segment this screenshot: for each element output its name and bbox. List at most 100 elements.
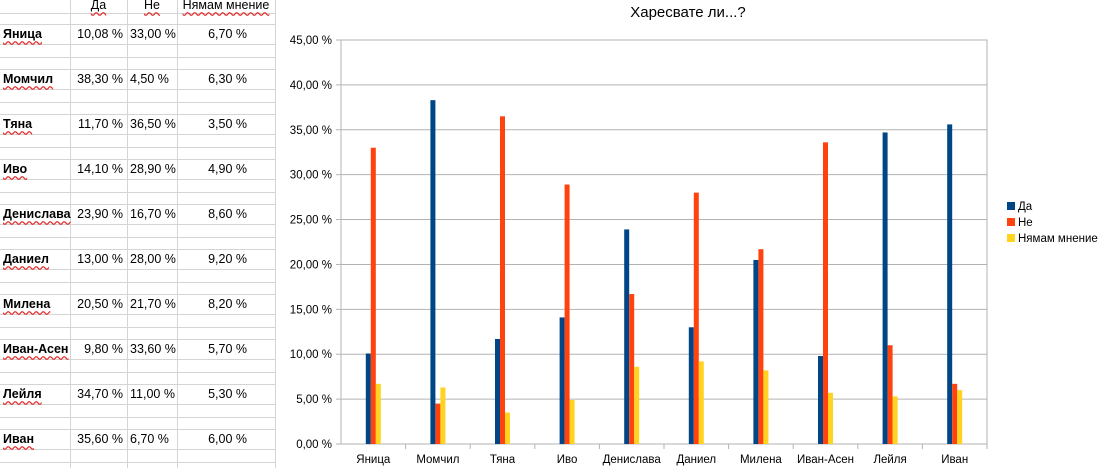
row-name[interactable]: Яница bbox=[3, 27, 43, 41]
cell-da[interactable]: 20,50 % bbox=[77, 297, 123, 311]
bar bbox=[887, 345, 893, 444]
row-gridline bbox=[0, 224, 276, 225]
bar bbox=[952, 383, 958, 444]
row-name[interactable]: Лейля bbox=[3, 387, 42, 401]
header-ne[interactable]: Не bbox=[144, 0, 160, 12]
column-gridline bbox=[70, 0, 71, 468]
x-tick-label: Тяна bbox=[490, 454, 516, 466]
cell-da[interactable]: 14,10 % bbox=[77, 162, 123, 176]
row-gridline bbox=[0, 192, 276, 193]
row-name[interactable]: Иван bbox=[3, 432, 35, 446]
cell-nyamam-mnenie[interactable]: 3,50 % bbox=[208, 117, 247, 131]
bar bbox=[947, 124, 953, 444]
cell-ne[interactable]: 36,50 % bbox=[130, 117, 176, 131]
row-name[interactable]: Денислава bbox=[3, 207, 71, 221]
cell-nyamam-mnenie[interactable]: 4,90 % bbox=[208, 162, 247, 176]
bar-chart: Харесвате ли...? 0,00 % 5,00 % 10,00 % 15,0… bbox=[290, 4, 1098, 466]
cell-da[interactable]: 23,90 % bbox=[77, 207, 123, 221]
row-gridline bbox=[0, 359, 276, 360]
y-tick-label: 25,00 % bbox=[290, 215, 332, 227]
cell-nyamam-mnenie[interactable]: 9,20 % bbox=[208, 252, 247, 266]
cell-ne[interactable]: 33,60 % bbox=[130, 342, 176, 356]
row-gridline bbox=[0, 13, 276, 14]
cell-nyamam-mnenie[interactable]: 6,70 % bbox=[208, 27, 247, 41]
row-gridline bbox=[0, 429, 276, 430]
bar bbox=[882, 132, 888, 444]
row-gridline bbox=[0, 327, 276, 328]
bar bbox=[500, 116, 505, 445]
y-tick-label: 35,00 % bbox=[290, 125, 332, 137]
bar bbox=[365, 353, 371, 444]
bar bbox=[823, 142, 828, 444]
cell-nyamam-mnenie[interactable]: 8,20 % bbox=[208, 297, 247, 311]
row-gridline bbox=[0, 159, 276, 160]
y-tick-label: 15,00 % bbox=[290, 304, 332, 316]
cell-nyamam-mnenie[interactable]: 5,30 % bbox=[208, 387, 247, 401]
cell-nyamam-mnenie[interactable]: 8,60 % bbox=[208, 207, 247, 221]
cell-da[interactable]: 35,60 % bbox=[77, 432, 123, 446]
bar bbox=[688, 327, 694, 444]
bar bbox=[569, 400, 575, 444]
x-tick-label: Лейля bbox=[873, 454, 906, 466]
cell-ne[interactable]: 16,70 % bbox=[130, 207, 176, 221]
row-gridline bbox=[0, 147, 276, 148]
row-name[interactable]: Тяна bbox=[3, 117, 33, 131]
x-tick-label: Даниел bbox=[676, 454, 716, 466]
row-name[interactable]: Момчил bbox=[3, 72, 54, 86]
row-gridline bbox=[0, 134, 276, 135]
cell-nyamam-mnenie[interactable]: 6,00 % bbox=[208, 432, 247, 446]
bar bbox=[957, 390, 963, 444]
legend-swatch bbox=[1007, 202, 1015, 210]
row-name[interactable]: Милена bbox=[3, 297, 51, 311]
bar bbox=[763, 370, 769, 444]
bar bbox=[693, 192, 699, 444]
cell-ne[interactable]: 28,00 % bbox=[130, 252, 176, 266]
legend-label: Да bbox=[1018, 201, 1033, 213]
bar bbox=[564, 184, 570, 444]
row-name[interactable]: Иван-Асен bbox=[3, 342, 69, 356]
row-gridline bbox=[0, 404, 276, 405]
row-gridline bbox=[0, 102, 276, 103]
bar bbox=[818, 356, 823, 444]
row-gridline bbox=[0, 179, 276, 180]
bar bbox=[495, 338, 500, 444]
row-gridline bbox=[0, 24, 276, 25]
cell-ne[interactable]: 11,00 % bbox=[130, 387, 175, 401]
cell-nyamam-mnenie[interactable]: 5,70 % bbox=[208, 342, 247, 356]
bar bbox=[505, 412, 510, 444]
column-gridline bbox=[177, 0, 178, 468]
row-gridline bbox=[0, 417, 276, 418]
cell-da[interactable]: 38,30 % bbox=[77, 72, 123, 86]
bar bbox=[624, 229, 630, 444]
cell-ne[interactable]: 4,50 % bbox=[130, 72, 169, 86]
row-gridline bbox=[0, 89, 276, 90]
cell-da[interactable]: 10,08 % bbox=[77, 27, 123, 41]
header-nyamam-mnenie[interactable]: Нямам мнение bbox=[182, 0, 270, 12]
cell-da[interactable]: 11,70 % bbox=[78, 117, 123, 131]
row-gridline bbox=[0, 282, 276, 283]
row-gridline bbox=[0, 384, 276, 385]
row-name[interactable]: Иво bbox=[3, 162, 28, 176]
bar bbox=[440, 387, 446, 444]
y-tick-label: 20,00 % bbox=[290, 259, 332, 271]
cell-ne[interactable]: 33,00 % bbox=[130, 27, 176, 41]
bar bbox=[892, 396, 898, 444]
row-name[interactable]: Даниел bbox=[3, 252, 49, 266]
row-gridline bbox=[0, 372, 276, 373]
cell-da[interactable]: 34,70 % bbox=[77, 387, 123, 401]
cell-ne[interactable]: 28,90 % bbox=[130, 162, 176, 176]
cell-da[interactable]: 13,00 % bbox=[77, 252, 123, 266]
cell-ne[interactable]: 21,70 % bbox=[130, 297, 176, 311]
bar bbox=[435, 403, 441, 444]
x-tick-label: Иво bbox=[557, 454, 578, 466]
bar bbox=[629, 294, 635, 444]
row-gridline bbox=[0, 204, 276, 205]
header-da[interactable]: Да bbox=[90, 0, 107, 12]
cell-da[interactable]: 9,80 % bbox=[84, 342, 123, 356]
bar bbox=[828, 392, 833, 444]
cell-ne[interactable]: 6,70 % bbox=[130, 432, 169, 446]
x-tick-label: Иван-Асен bbox=[797, 454, 854, 466]
y-tick-label: 0,00 % bbox=[296, 439, 332, 451]
bar bbox=[634, 366, 640, 444]
cell-nyamam-mnenie[interactable]: 6,30 % bbox=[208, 72, 247, 86]
